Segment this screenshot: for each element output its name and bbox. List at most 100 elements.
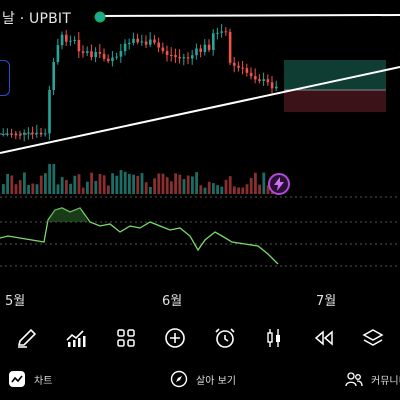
candle-body [14, 134, 18, 136]
volume-bar [170, 181, 173, 194]
trendline-handle[interactable] [94, 11, 106, 23]
volume-bar [111, 173, 114, 194]
volume-bar [107, 185, 110, 194]
volume-bar [182, 179, 186, 194]
candle-style-button[interactable] [261, 325, 287, 351]
candle-body [81, 51, 85, 53]
candle-body [149, 39, 152, 45]
candle-body [2, 133, 5, 135]
upper-trendline[interactable] [99, 14, 400, 17]
layout-grid-button[interactable] [113, 325, 139, 351]
volume-bar [249, 177, 253, 194]
lightning-button[interactable] [268, 173, 290, 195]
candle-body [60, 34, 64, 46]
volume-bar [207, 181, 211, 194]
volume-bar [65, 180, 68, 194]
volume-bar [56, 184, 60, 194]
candle-body [275, 86, 278, 89]
candle-body [119, 51, 123, 57]
volume-bar [60, 177, 64, 194]
replay-button[interactable] [311, 325, 337, 351]
volume-bar [149, 186, 152, 194]
candle-body [245, 68, 249, 73]
volume-bar [102, 175, 106, 194]
candle-body [90, 51, 93, 58]
nav-community-label: 커뮤니티 [371, 375, 400, 387]
candle-body [77, 39, 81, 52]
candle-body [144, 41, 148, 45]
volume-bar [35, 184, 39, 194]
symbol-title: 날 · UPBIT [2, 11, 72, 27]
pen-icon [17, 328, 37, 348]
volume-bar [262, 172, 266, 194]
candle-body [220, 31, 223, 33]
indicator-icon [66, 330, 86, 347]
alarm-icon [215, 328, 235, 348]
volume-bar [140, 173, 144, 194]
volume-bar [266, 185, 270, 194]
volume-bar [220, 186, 224, 194]
candle-body [191, 55, 194, 59]
lightning-icon [274, 177, 284, 191]
volume-bar [233, 186, 236, 194]
volume-bar [195, 172, 198, 194]
candle-body [115, 56, 118, 58]
candle-body [44, 133, 47, 135]
volume-bar [44, 173, 47, 194]
volume-bar [81, 187, 85, 194]
volume-bar [27, 184, 30, 194]
chart-canvas [0, 11, 400, 267]
candle-body [249, 72, 253, 77]
volume-bar [14, 184, 18, 194]
layers-button[interactable] [360, 325, 386, 351]
candle-body [136, 38, 139, 43]
lower-trendline[interactable] [0, 66, 400, 154]
candle-body [73, 39, 76, 41]
nav-explore[interactable]: 살아 보기 [170, 370, 236, 388]
side-panel-tab[interactable] [0, 60, 10, 96]
candle-body [186, 57, 190, 59]
month-label: 5월 [5, 294, 26, 309]
candle-body [39, 132, 43, 135]
candle-body [233, 62, 236, 66]
volume-bar [73, 175, 77, 194]
volume-bar [245, 184, 249, 194]
stop-loss-zone [284, 90, 386, 112]
candle-body [258, 79, 261, 82]
volume-bar [228, 176, 232, 194]
volume-bar [77, 174, 81, 194]
candle-body [212, 33, 215, 50]
volume-bar [144, 182, 148, 194]
volume-bar [254, 172, 257, 194]
price-chart[interactable]: 날 · UPBIT [0, 0, 400, 285]
nav-chart-label: 차트 [34, 375, 53, 387]
add-button[interactable] [162, 325, 188, 351]
nav-chart[interactable]: 차트 [8, 370, 52, 388]
layers-icon [362, 329, 384, 346]
alarm-button[interactable] [212, 325, 238, 351]
candle-body [48, 90, 51, 134]
volume-bars [2, 164, 278, 194]
candles [2, 23, 278, 142]
volume-bar [157, 173, 161, 194]
candle-body [31, 132, 34, 134]
nav-community[interactable]: 커뮤니티 [345, 370, 400, 388]
candle-body [203, 44, 207, 52]
month-label: 6월 [162, 294, 183, 309]
candle-body [52, 62, 55, 90]
volume-bar [212, 183, 215, 194]
candle-body [207, 44, 211, 50]
candle-body [216, 32, 219, 34]
volume-bar [48, 164, 51, 194]
volume-bar [6, 173, 9, 194]
pen-tool-button[interactable] [14, 325, 40, 351]
candle-body [153, 39, 156, 43]
drawing-toolbar [0, 318, 400, 358]
candle-icon [267, 329, 281, 347]
volume-bar [132, 174, 135, 194]
candle-body [128, 42, 131, 44]
indicator-button[interactable] [63, 325, 89, 351]
add-circle-icon [165, 328, 186, 348]
candle-body [107, 58, 110, 62]
candle-body [254, 76, 257, 80]
